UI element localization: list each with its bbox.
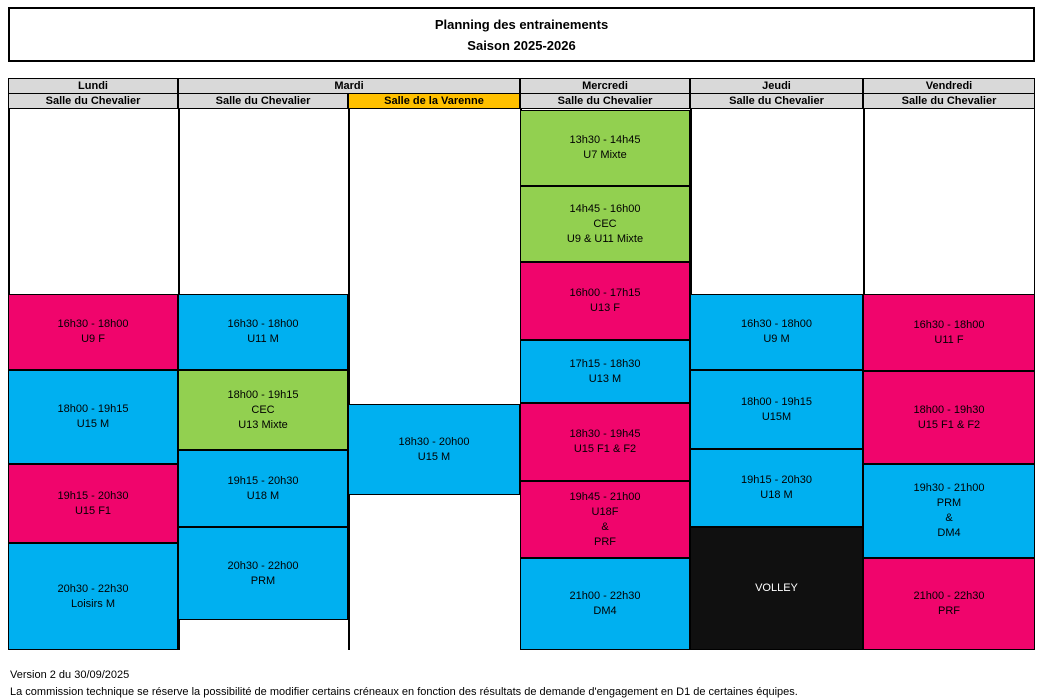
block-line: CEC [251, 403, 275, 416]
block-line: & [601, 520, 609, 533]
schedule-block-vendredi-21: 18h00 - 19h30 U15 F1 & F2 [863, 371, 1035, 464]
page-title: Planning des entrainements [434, 16, 609, 32]
schedule-block-mardi-7: 20h30 - 22h00 PRM [178, 527, 348, 620]
block-line: U15 M [417, 450, 451, 463]
block-line: 16h00 - 17h15 [569, 287, 641, 299]
venue-header-4: Salle du Chevalier [690, 93, 863, 109]
block-line: & [945, 512, 953, 524]
block-line: U13 F [590, 302, 620, 314]
schedule-block-lundi-3: 20h30 - 22h30 Loisirs M [8, 543, 178, 650]
block-line: U15M [761, 410, 792, 423]
column-separator-2 [348, 108, 350, 650]
block-line: 19h15 - 20h30 [227, 474, 299, 487]
block-line: PRM [936, 497, 962, 509]
day-header-jeudi: Jeudi [690, 78, 863, 94]
schedule-block-mardi-6: 19h15 - 20h30 U18 M [178, 450, 348, 527]
block-line: PRF [938, 605, 960, 617]
block-line: U18 M [760, 489, 793, 501]
schedule-block-jeudi-17: 18h00 - 19h15 U15M [690, 370, 863, 449]
day-header-mercredi: Mercredi [520, 78, 690, 94]
venue-header-1: Salle du Chevalier [178, 93, 348, 109]
block-line: 16h30 - 18h00 [57, 318, 129, 330]
block-line: CEC [593, 217, 617, 230]
schedule-block-lundi-2: 19h15 - 20h30 U15 F1 [8, 464, 178, 543]
block-line: DM4 [937, 527, 961, 539]
block-line: 19h45 - 21h00 [569, 490, 641, 503]
block-line: U15 F1 & F2 [917, 418, 981, 431]
block-line: 18h00 - 19h15 [741, 395, 812, 408]
block-line: 18h00 - 19h15 [227, 388, 299, 401]
block-line: 14h45 - 16h00 [569, 202, 641, 215]
block-line: DM4 [593, 605, 617, 617]
block-line: 16h30 - 18h00 [741, 318, 812, 330]
version-note: Version 2 du 30/09/2025 [10, 669, 130, 681]
schedule-block-vendredi-23: 21h00 - 22h30 PRF [863, 558, 1035, 650]
block-line: U7 Mixte [583, 149, 627, 161]
block-line: 19h30 - 21h00 [913, 482, 985, 494]
block-line: U9 F [81, 333, 105, 345]
block-line: 19h15 - 20h30 [57, 489, 129, 502]
block-line: U18 M [246, 489, 280, 502]
block-line: U18F [591, 505, 619, 518]
schedule-block-lundi-1: 18h00 - 19h15 U15 M [8, 370, 178, 464]
schedule-block-mardi-5: 18h00 - 19h15 CEC U13 Mixte [178, 370, 348, 450]
schedule-block-mardi-4: 16h30 - 18h00 U11 M [178, 294, 348, 370]
block-line: 20h30 - 22h00 [227, 559, 299, 572]
page-subtitle: Saison 2025-2026 [467, 37, 576, 53]
block-line: 21h00 - 22h30 [913, 590, 985, 602]
schedule-block-vendredi-22: 19h30 - 21h00 PRM & DM4 [863, 464, 1035, 558]
block-line: U11 M [247, 333, 279, 345]
schedule-block-mercredi-14: 19h45 - 21h00 U18F & PRF [520, 481, 690, 558]
block-line: U11 F [934, 333, 964, 346]
block-line: 17h15 - 18h30 [569, 357, 641, 370]
block-line: 18h30 - 19h45 [569, 428, 641, 440]
schedule-block-mercredi-11: 16h00 - 17h15 U13 F [520, 262, 690, 340]
venue-header-3: Salle du Chevalier [520, 93, 690, 109]
block-line: 13h30 - 14h45 [569, 134, 641, 146]
block-line: U13 M [588, 372, 622, 385]
block-line: PRM [250, 574, 276, 587]
venue-header-2: Salle de la Varenne [348, 93, 520, 109]
block-line: U15 F1 [74, 504, 112, 517]
schedule-block-jeudi-18: 19h15 - 20h30 U18 M [690, 449, 863, 527]
day-header-vendredi: Vendredi [863, 78, 1035, 94]
block-line: 18h00 - 19h30 [913, 403, 985, 416]
schedule-block-mardi-8: 18h30 - 20h00 U15 M [348, 404, 520, 495]
day-header-mardi: Mardi [178, 78, 520, 94]
schedule-block-mercredi-10: 14h45 - 16h00 CEC U9 & U11 Mixte [520, 186, 690, 262]
block-line: 21h00 - 22h30 [569, 590, 641, 602]
schedule-block-mercredi-9: 13h30 - 14h45 U7 Mixte [520, 110, 690, 186]
block-line: 18h00 - 19h15 [57, 403, 129, 415]
venue-header-0: Salle du Chevalier [8, 93, 178, 109]
block-line: 20h30 - 22h30 [57, 582, 129, 595]
schedule-block-vendredi-20: 16h30 - 18h00 U11 F [863, 294, 1035, 371]
schedule-block-lundi-0: 16h30 - 18h00 U9 F [8, 294, 178, 370]
block-line: VOLLEY [755, 582, 798, 594]
block-line: 16h30 - 18h00 [227, 318, 299, 330]
block-line: 16h30 - 18h00 [913, 318, 985, 331]
title-box: Planning des entrainements Saison 2025-2… [8, 7, 1035, 62]
block-line: U9 & U11 Mixte [566, 232, 644, 245]
schedule-block-jeudi-19: VOLLEY [690, 527, 863, 650]
day-header-lundi: Lundi [8, 78, 178, 94]
schedule-block-mercredi-12: 17h15 - 18h30 U13 M [520, 340, 690, 403]
schedule-block-mercredi-15: 21h00 - 22h30 DM4 [520, 558, 690, 650]
block-line: 19h15 - 20h30 [741, 474, 812, 486]
block-line: U13 Mixte [238, 418, 288, 431]
block-line: Loisirs M [70, 597, 115, 610]
block-line: PRF [594, 535, 616, 548]
venue-header-5: Salle du Chevalier [863, 93, 1035, 109]
block-line: 18h30 - 20h00 [398, 435, 470, 448]
block-line: U9 M [763, 333, 790, 345]
block-line: U15 M [76, 418, 110, 430]
schedule-block-mercredi-13: 18h30 - 19h45 U15 F1 & F2 [520, 403, 690, 481]
schedule-block-jeudi-16: 16h30 - 18h00 U9 M [690, 294, 863, 370]
block-line: U15 F1 & F2 [573, 443, 637, 455]
commission-note: La commission technique se réserve la po… [10, 686, 798, 698]
